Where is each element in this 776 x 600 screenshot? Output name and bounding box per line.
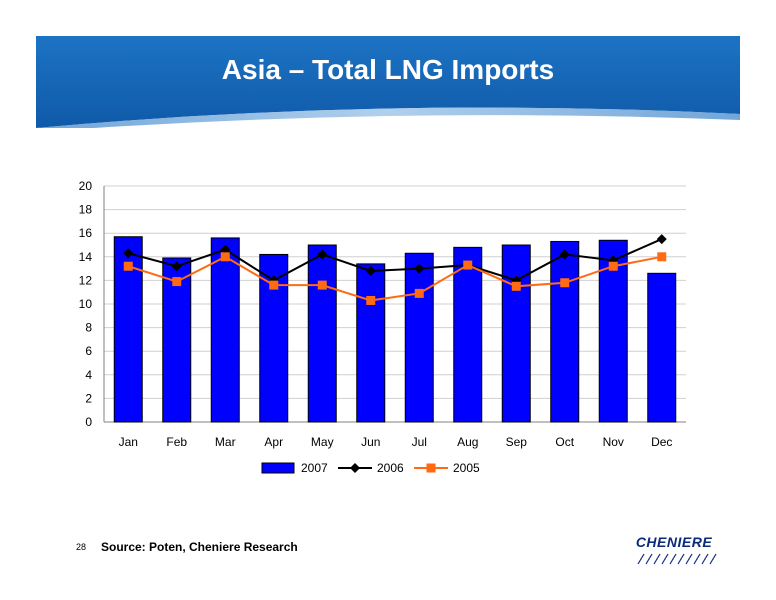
marker-2006: [123, 248, 134, 259]
marker-2005: [220, 252, 230, 262]
marker-2006: [559, 249, 570, 260]
marker-2005: [511, 281, 521, 291]
x-tick-label: Aug: [457, 435, 478, 449]
x-tick-label: Apr: [264, 435, 283, 449]
marker-2005: [657, 252, 667, 262]
x-tick-label: Dec: [651, 435, 672, 449]
legend-label: 2006: [377, 461, 404, 475]
bar-2007: [550, 240, 580, 423]
x-tick-label: Jan: [119, 435, 138, 449]
bar-2007: [356, 263, 386, 423]
y-tick-label: 20: [79, 179, 93, 193]
bar-2007: [307, 244, 337, 423]
x-tick-label: Jun: [361, 435, 380, 449]
x-tick-label: Nov: [603, 435, 624, 449]
source-note: Source: Poten, Cheniere Research: [101, 540, 298, 554]
banner-background: [36, 36, 740, 128]
y-tick-label: 16: [79, 226, 93, 240]
slide-title: Asia – Total LNG Imports: [221, 54, 555, 85]
bar-2007: [453, 246, 483, 423]
legend-item-2005: 2005: [414, 461, 480, 475]
page-number: 28: [76, 542, 87, 552]
marker-2005: [608, 261, 618, 271]
y-tick-label: 12: [79, 273, 93, 287]
marker-2006: [414, 263, 425, 274]
marker-2005: [269, 280, 279, 290]
legend-label: 2005: [453, 461, 480, 475]
lng-imports-chart: 0 2 4 6 8 10 12 14 16 18 20 Jan Feb Mar Apr May Jun Jul Au…: [79, 179, 686, 475]
marker-2006: [317, 249, 328, 260]
marker-2006: [365, 265, 376, 276]
legend-item-2007: 2007: [261, 461, 328, 475]
x-tick-label: Oct: [555, 435, 574, 449]
legend-label: 2007: [301, 461, 328, 475]
legend-swatch: [261, 462, 295, 474]
marker-2005: [414, 288, 424, 298]
marker-2005: [123, 261, 133, 271]
cheniere-logo: CHENIERE: [626, 534, 722, 568]
y-tick-label: 4: [85, 368, 92, 382]
x-tick-label: Sep: [506, 435, 528, 449]
x-tick-label: Mar: [215, 435, 236, 449]
logo-wordmark: CHENIERE: [635, 534, 713, 550]
y-tick-label: 6: [85, 344, 92, 358]
title-banner: Asia – Total LNG Imports: [36, 36, 740, 128]
marker-2005: [560, 278, 570, 288]
y-tick-label: 0: [85, 415, 92, 429]
y-tick-label: 14: [79, 250, 93, 264]
bar-2007: [647, 272, 677, 423]
marker-2005: [366, 295, 376, 305]
marker-2006: [350, 463, 360, 473]
legend-item-2006: 2006: [338, 461, 404, 475]
marker-2005: [463, 260, 473, 270]
marker-2005: [317, 280, 327, 290]
bar-2007: [113, 236, 143, 423]
line-2006: [127, 238, 663, 282]
line-2005: [127, 255, 662, 302]
y-tick-label: 18: [79, 203, 93, 217]
marker-2006: [220, 244, 231, 255]
bar-2007: [501, 244, 531, 423]
y-tick-label: 8: [85, 321, 92, 335]
x-tick-label: Feb: [166, 435, 187, 449]
marker-2006: [171, 261, 182, 272]
logo-stripes-icon: [637, 553, 717, 565]
bar-2007: [404, 252, 434, 423]
marker-2005: [426, 463, 436, 473]
marker-2006: [656, 234, 667, 245]
y-tick-label: 10: [79, 297, 93, 311]
x-tick-label: Jul: [412, 435, 427, 449]
x-tick-label: May: [311, 435, 334, 449]
bar-2007: [210, 237, 240, 423]
marker-2005: [172, 277, 182, 287]
bar-2007: [259, 253, 289, 423]
y-tick-label: 2: [85, 391, 92, 405]
